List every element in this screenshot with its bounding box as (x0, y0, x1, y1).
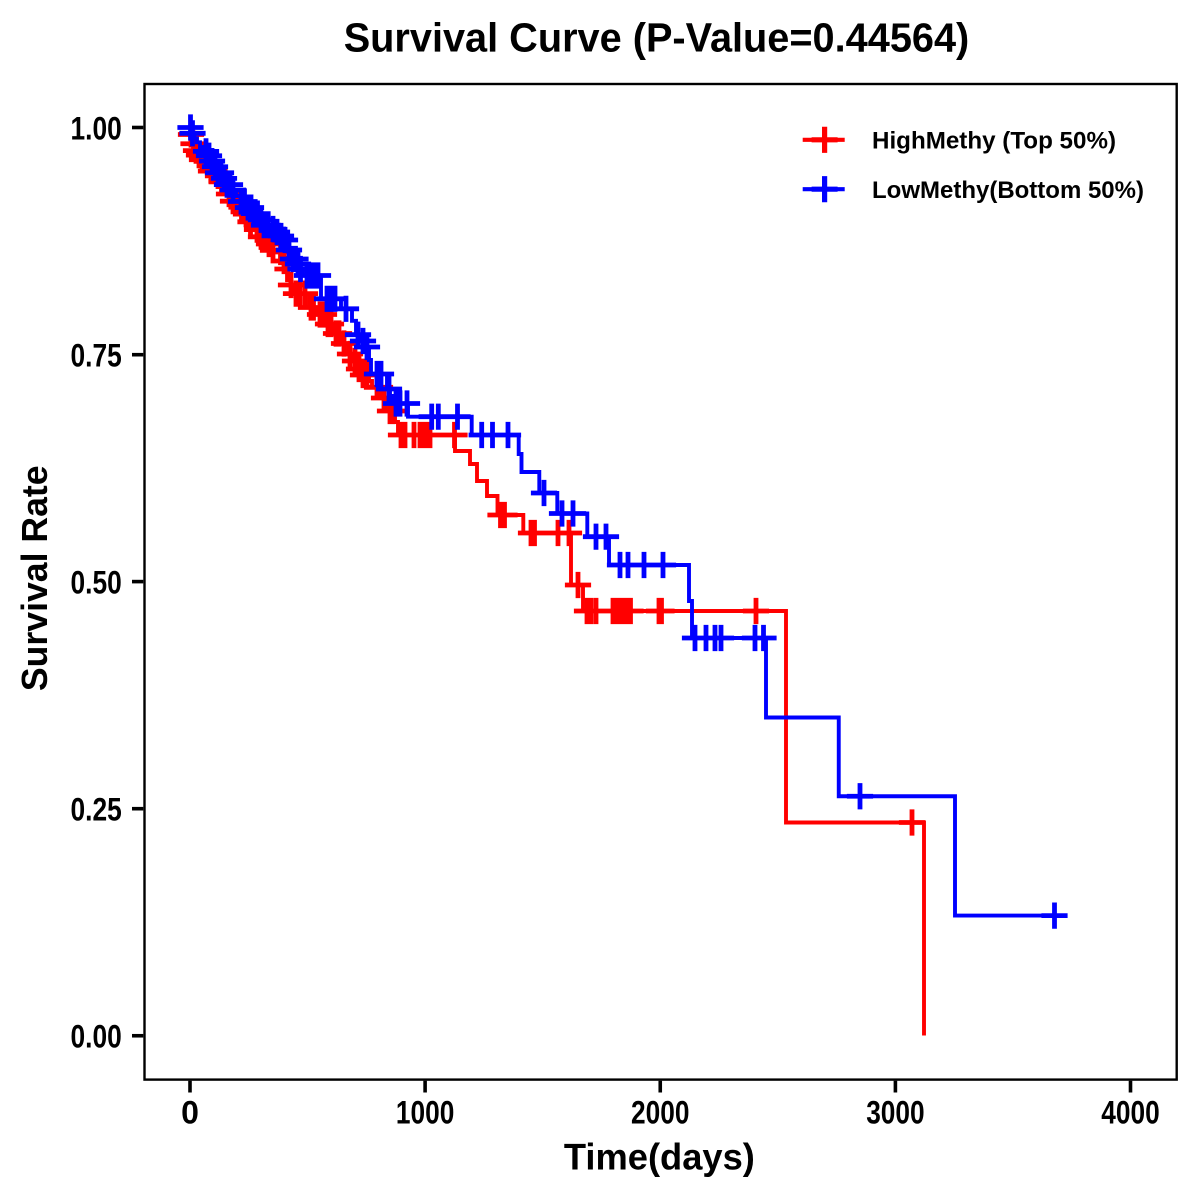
svg-text:HighMethy (Top 50%): HighMethy (Top 50%) (872, 128, 1116, 155)
svg-text:Survival Curve (P-Value=0.4456: Survival Curve (P-Value=0.44564) (344, 14, 970, 60)
svg-text:4000: 4000 (1101, 1095, 1159, 1131)
svg-text:LowMethy(Bottom 50%): LowMethy(Bottom 50%) (872, 177, 1144, 204)
svg-text:0: 0 (181, 1095, 199, 1131)
svg-text:0.50: 0.50 (71, 565, 122, 601)
svg-text:1000: 1000 (396, 1095, 454, 1131)
svg-text:Survival Rate: Survival Rate (14, 465, 55, 691)
svg-text:2000: 2000 (631, 1095, 689, 1131)
svg-text:3000: 3000 (866, 1095, 924, 1131)
svg-text:0.00: 0.00 (71, 1019, 122, 1055)
svg-text:1.00: 1.00 (71, 110, 122, 146)
svg-text:0.75: 0.75 (71, 338, 122, 374)
svg-text:Time(days): Time(days) (564, 1137, 755, 1178)
svg-text:0.25: 0.25 (71, 792, 122, 828)
